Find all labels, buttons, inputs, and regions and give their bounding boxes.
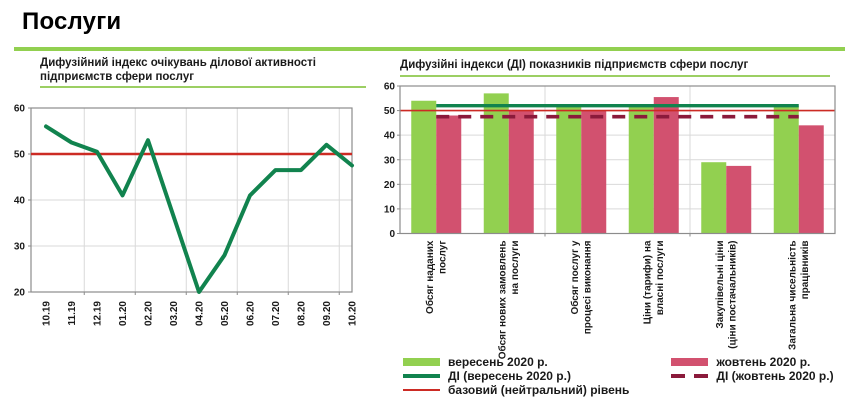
legend-item-di-october: ДІ (жовтень 2020 р.) xyxy=(671,369,834,383)
legend-column-right: жовтень 2020 р. ДІ (жовтень 2020 р.) xyxy=(671,355,834,396)
header-divider xyxy=(14,47,845,51)
bar-october-3 xyxy=(653,97,679,234)
x-tick-label: 03.20 xyxy=(169,301,180,326)
category-label: процесі виконання xyxy=(582,240,593,334)
legend-item-september: вересень 2020 р. xyxy=(403,355,629,369)
category-label: власні послуги xyxy=(655,241,666,316)
x-tick-label: 06.20 xyxy=(246,301,257,326)
y-tick-label: 40 xyxy=(14,196,26,207)
category-label: працівників xyxy=(800,241,811,300)
x-tick-label: 12.19 xyxy=(93,301,104,326)
bar-september-0 xyxy=(411,100,437,234)
x-tick-label: 09.20 xyxy=(322,301,333,326)
x-tick-label: 10.19 xyxy=(42,301,53,326)
di-october-dashed-swatch-icon xyxy=(671,374,709,378)
right-chart-title-underline xyxy=(400,75,830,77)
right-chart-title: Дифузійні індекси (ДІ) показників підпри… xyxy=(400,59,749,71)
legend-item-di-september: ДІ (вересень 2020 р.) xyxy=(403,369,629,383)
legend-item-neutral: базовий (нейтральний) рівень xyxy=(403,383,630,397)
category-label: Загальна чисельність xyxy=(787,241,798,350)
bar-october-4 xyxy=(726,165,752,234)
bar-october-2 xyxy=(581,110,607,234)
y-tick-label: 60 xyxy=(384,82,396,93)
bar-september-5 xyxy=(773,105,799,234)
expectations-series-line xyxy=(44,124,354,294)
expectations-line-chart: 20 30 40 50 60 10.19 11.19 12.19 01.20 02.20 03.20… xyxy=(14,104,359,327)
legend-label-october: жовтень 2020 р. xyxy=(716,355,811,369)
legend-column-left: вересень 2020 р. ДІ (вересень 2020 р.) б… xyxy=(403,355,630,397)
legend-label-di-september: ДІ (вересень 2020 р.) xyxy=(448,369,571,383)
y-tick-label: 30 xyxy=(384,155,396,166)
x-tick-label: 01.20 xyxy=(118,301,129,326)
bar-october-0 xyxy=(436,115,462,234)
category-label: Обсяг послуг у xyxy=(569,240,581,314)
di-indicators-bar-chart: 0 10 20 30 40 50 60 Обсяг наданих послуг Обсяг но… xyxy=(384,82,836,359)
y-tick-label: 50 xyxy=(14,150,26,161)
category-label: Обсяг наданих xyxy=(424,240,436,314)
y-tick-label: 30 xyxy=(14,242,26,253)
x-tick-label: 11.19 xyxy=(67,301,78,326)
legend: вересень 2020 р. ДІ (вересень 2020 р.) б… xyxy=(403,355,834,397)
october-bar-swatch-icon xyxy=(671,358,709,366)
category-label: Ціни (тарифи) на xyxy=(641,240,653,324)
y-tick-label: 10 xyxy=(384,204,396,215)
bar-october-5 xyxy=(798,125,824,234)
x-tick-label: 02.20 xyxy=(144,301,155,326)
left-chart-title: Дифузійний індекс очікувань ділової акти… xyxy=(40,57,317,83)
category-label: послуг xyxy=(437,241,448,275)
category-label: Обсяг нових замовлень xyxy=(496,241,508,360)
y-tick-label: 50 xyxy=(384,106,396,117)
y-tick-label: 20 xyxy=(14,288,26,299)
bar-october-1 xyxy=(508,110,534,234)
x-tick-label: 07.20 xyxy=(271,301,282,326)
category-label: на послуги xyxy=(510,241,521,295)
legend-label-di-october: ДІ (жовтень 2020 р.) xyxy=(716,369,834,383)
bar-september-3 xyxy=(628,105,654,234)
legend-label-neutral: базовий (нейтральний) рівень xyxy=(448,383,630,397)
y-tick-label: 60 xyxy=(14,104,26,115)
page-title: Послуги xyxy=(22,8,122,35)
bar-september-2 xyxy=(556,105,582,234)
category-label: Закупівельні ціни xyxy=(715,241,726,329)
x-tick-label: 05.20 xyxy=(220,301,231,326)
di-september-line-swatch-icon xyxy=(403,374,440,378)
neutral-line-swatch-icon xyxy=(403,389,440,391)
x-tick-label: 08.20 xyxy=(297,301,308,326)
x-tick-label: 04.20 xyxy=(195,301,206,326)
category-label: (ціни постачальників) xyxy=(727,241,738,349)
left-chart-title-underline xyxy=(40,86,366,88)
legend-item-october: жовтень 2020 р. xyxy=(671,355,833,369)
y-tick-label: 0 xyxy=(389,229,395,240)
bar-september-1 xyxy=(483,93,509,234)
bar-september-4 xyxy=(701,162,727,234)
september-bar-swatch-icon xyxy=(403,358,440,366)
y-tick-label: 20 xyxy=(384,180,396,191)
legend-label-september: вересень 2020 р. xyxy=(448,355,548,369)
x-tick-label: 10.20 xyxy=(348,301,359,326)
y-tick-label: 40 xyxy=(384,131,396,142)
